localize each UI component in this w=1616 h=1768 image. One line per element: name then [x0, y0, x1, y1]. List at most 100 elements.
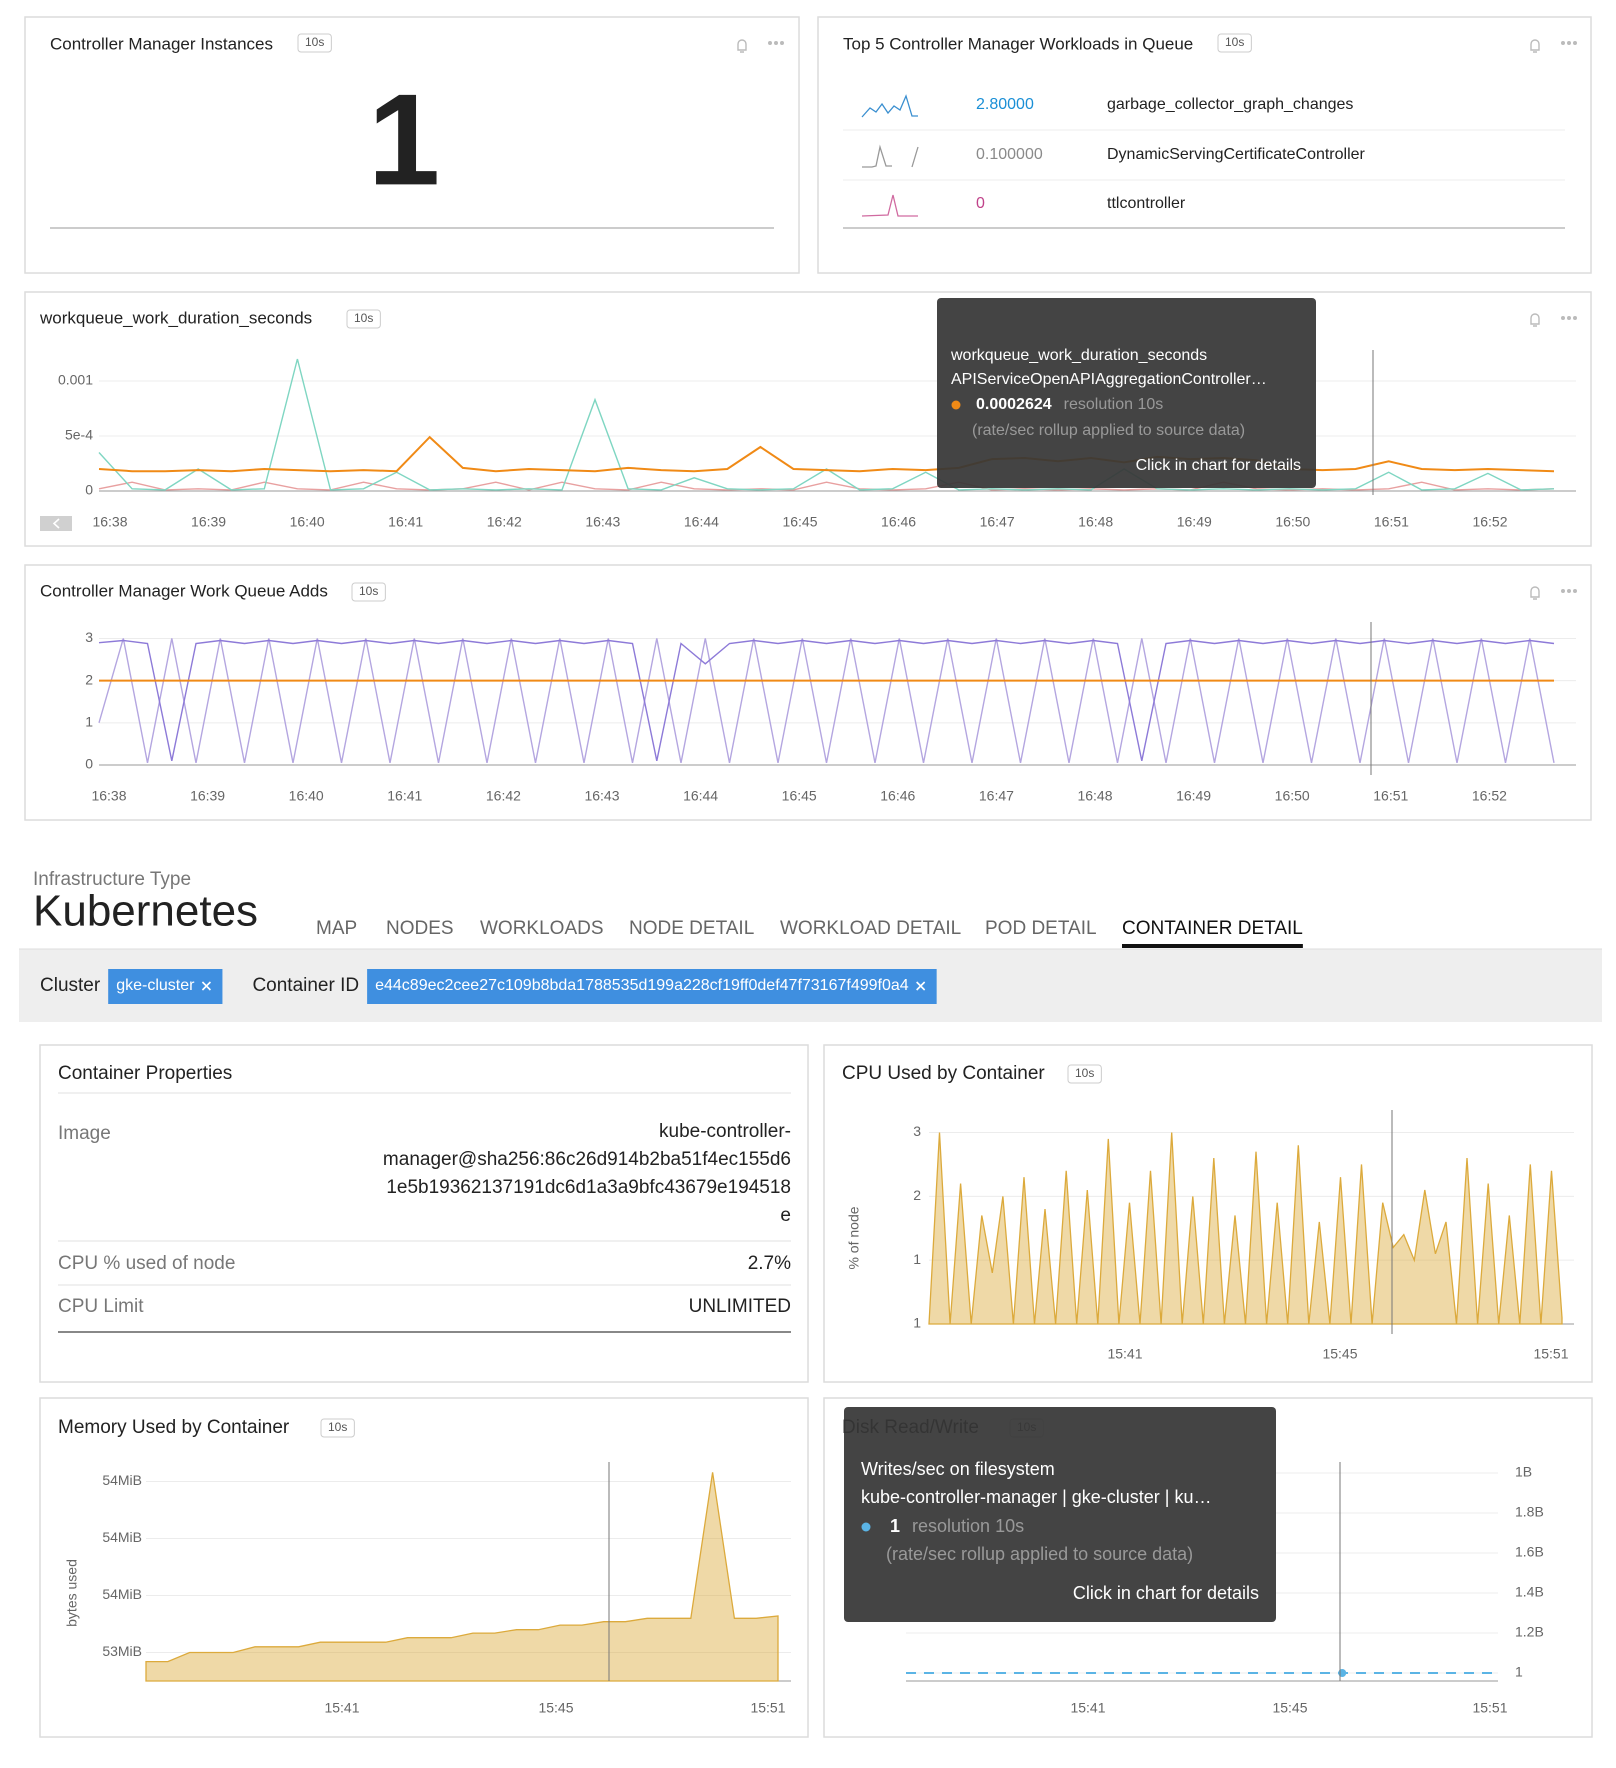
- y-tick-label: 2: [85, 671, 93, 687]
- refresh-badge: 10s: [328, 1420, 347, 1434]
- panel: [24, 564, 1592, 821]
- badge-frame: [351, 582, 386, 602]
- y-tick-label: 1.6B: [1515, 1544, 1544, 1560]
- tab[interactable]: NODES: [386, 918, 454, 939]
- filter-chip-text: e44c89ec2cee27c109b8bda1788535d199a228cf…: [375, 977, 909, 994]
- y-tick-label: 1.8B: [1515, 1504, 1544, 1520]
- more-icon[interactable]: [1561, 316, 1577, 320]
- chart-title: Controller Manager Work Queue Adds: [40, 581, 328, 600]
- tooltip-action[interactable]: Click in chart for details: [1073, 1583, 1259, 1603]
- x-tick-label: 15:45: [1272, 1700, 1307, 1716]
- bell-icon[interactable]: [1530, 586, 1540, 600]
- scroll-left-button[interactable]: [40, 516, 72, 531]
- x-tick-label: 15:41: [1070, 1700, 1105, 1716]
- sparkline: [861, 194, 918, 217]
- sparkline: [862, 144, 919, 168]
- more-icon[interactable]: [1561, 41, 1577, 45]
- x-tick-label: 15:51: [750, 1700, 785, 1716]
- tooltip: [844, 1407, 1276, 1622]
- x-tick-label: 16:49: [1176, 788, 1211, 804]
- bell-icon[interactable]: [737, 39, 747, 53]
- x-tick-label: 16:42: [487, 514, 522, 530]
- y-axis-label: bytes used: [64, 1559, 80, 1627]
- x-tick-label: 16:45: [782, 514, 817, 530]
- tooltip-swatch: [861, 1522, 871, 1532]
- x-tick-label: 15:51: [1472, 1700, 1507, 1716]
- badge-frame: [346, 309, 381, 329]
- filter-chip[interactable]: [367, 969, 937, 1004]
- tooltip-action[interactable]: Click in chart for details: [1136, 457, 1301, 474]
- x-tick-label: 16:40: [290, 514, 325, 530]
- badge-frame: [320, 1418, 355, 1438]
- y-tick-label: 1: [913, 1251, 921, 1267]
- property-value: UNLIMITED: [689, 1296, 791, 1317]
- filter-chip-text: gke-cluster: [116, 977, 195, 994]
- more-icon[interactable]: [1561, 589, 1577, 593]
- remove-icon[interactable]: [916, 981, 926, 991]
- tab[interactable]: MAP: [316, 918, 357, 939]
- refresh-badge: 10s: [1225, 35, 1244, 49]
- filter-chip[interactable]: [108, 969, 223, 1004]
- x-tick-label: 16:43: [584, 788, 619, 804]
- tooltip-value: 1: [890, 1516, 900, 1536]
- x-tick-label: 16:41: [387, 788, 422, 804]
- y-tick-label: 1: [913, 1315, 921, 1331]
- y-tick-label: 2: [913, 1187, 921, 1203]
- property-label: CPU % used of node: [58, 1253, 235, 1274]
- bell-icon[interactable]: [1530, 39, 1540, 53]
- x-tick-label: 16:48: [1077, 788, 1112, 804]
- tab[interactable]: WORKLOADS: [480, 918, 604, 939]
- tab-underline: [1122, 944, 1303, 948]
- y-tick-label: 3: [85, 629, 93, 645]
- x-tick-label: 16:50: [1275, 788, 1310, 804]
- refresh-badge: 10s: [354, 311, 373, 325]
- workload-name: ttlcontroller: [1107, 195, 1186, 212]
- tab[interactable]: NODE DETAIL: [629, 918, 754, 939]
- line: [98, 639, 1555, 761]
- y-tick-label: 53MiB: [102, 1643, 142, 1659]
- property-value: 2.7%: [748, 1253, 791, 1274]
- x-tick-label: 16:38: [92, 514, 127, 530]
- y-tick-label: 0: [85, 482, 93, 498]
- x-tick-label: 15:41: [324, 1700, 359, 1716]
- x-tick-label: 16:44: [684, 514, 719, 530]
- badge-frame: [297, 33, 332, 53]
- tooltip-source: APIServiceOpenAPIAggregationController…: [951, 371, 1267, 388]
- hover-point: [1338, 1669, 1347, 1677]
- refresh-badge: 10s: [305, 35, 324, 49]
- x-tick-label: 16:38: [91, 788, 126, 804]
- bell-icon[interactable]: [1530, 313, 1540, 327]
- chart-title: CPU Used by Container: [842, 1063, 1045, 1084]
- chevron-icon: [52, 518, 60, 529]
- x-tick-label: 16:45: [782, 788, 817, 804]
- y-tick-label: 5e-4: [65, 427, 93, 443]
- x-tick-label: 16:41: [388, 514, 423, 530]
- panel: [24, 291, 1592, 547]
- x-tick-label: 16:39: [191, 514, 226, 530]
- tab[interactable]: CONTAINER DETAIL: [1122, 918, 1303, 939]
- y-tick-label: 1: [85, 714, 93, 730]
- tooltip-swatch: [951, 400, 961, 410]
- refresh-badge: 10s: [1075, 1066, 1094, 1080]
- tooltip: [937, 298, 1316, 488]
- x-tick-label: 15:45: [1322, 1346, 1357, 1362]
- more-icon[interactable]: [768, 41, 784, 45]
- x-tick-label: 16:51: [1373, 788, 1408, 804]
- tab[interactable]: POD DETAIL: [985, 918, 1097, 939]
- panel-title: Container Properties: [58, 1063, 232, 1084]
- tooltip-note: (rate/sec rollup applied to source data): [886, 1544, 1193, 1564]
- tooltip-resolution: resolution 10s: [1064, 396, 1164, 413]
- x-tick-label: 15:45: [538, 1700, 573, 1716]
- tooltip-value: 0.0002624: [976, 396, 1052, 413]
- tooltip-note: (rate/sec rollup applied to source data): [972, 422, 1245, 439]
- remove-icon[interactable]: [201, 981, 212, 991]
- filter-label: Cluster: [40, 975, 101, 996]
- y-tick-label: 1.4B: [1515, 1584, 1544, 1600]
- x-tick-label: 16:52: [1472, 788, 1507, 804]
- panel-title: Top 5 Controller Manager Workloads in Qu…: [843, 34, 1193, 53]
- tab[interactable]: WORKLOAD DETAIL: [780, 918, 961, 939]
- tooltip-metric: Writes/sec on filesystem: [861, 1459, 1055, 1479]
- workload-value: 0: [976, 195, 985, 212]
- x-tick-label: 16:43: [585, 514, 620, 530]
